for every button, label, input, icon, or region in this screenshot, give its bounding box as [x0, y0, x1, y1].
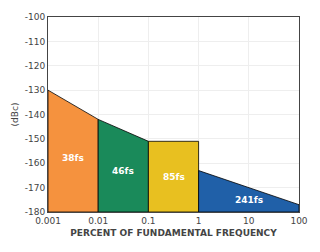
svg-text:-100: -100 [25, 12, 46, 22]
svg-text:10: 10 [243, 216, 255, 226]
svg-text:85fs: 85fs [163, 172, 185, 182]
svg-text:0.1: 0.1 [141, 216, 155, 226]
svg-text:-180: -180 [25, 207, 46, 217]
svg-text:-110: -110 [25, 37, 46, 47]
svg-text:241fs: 241fs [235, 195, 263, 205]
svg-text:-150: -150 [25, 134, 46, 144]
svg-text:(dBc): (dBc) [10, 103, 20, 127]
svg-text:-130: -130 [25, 85, 46, 95]
svg-text:38fs: 38fs [62, 153, 84, 163]
svg-text:-120: -120 [25, 61, 46, 71]
svg-text:-160: -160 [25, 158, 46, 168]
svg-text:0.01: 0.01 [88, 216, 108, 226]
svg-text:-140: -140 [25, 110, 46, 120]
svg-text:46fs: 46fs [112, 166, 134, 176]
svg-text:0.001: 0.001 [35, 216, 61, 226]
svg-text:100: 100 [290, 216, 307, 226]
svg-text:1: 1 [196, 216, 202, 226]
svg-text:-170: -170 [25, 183, 46, 193]
svg-text:PERCENT OF FUNDAMENTAL FREQUEN: PERCENT OF FUNDAMENTAL FREQUENCY [70, 228, 277, 238]
